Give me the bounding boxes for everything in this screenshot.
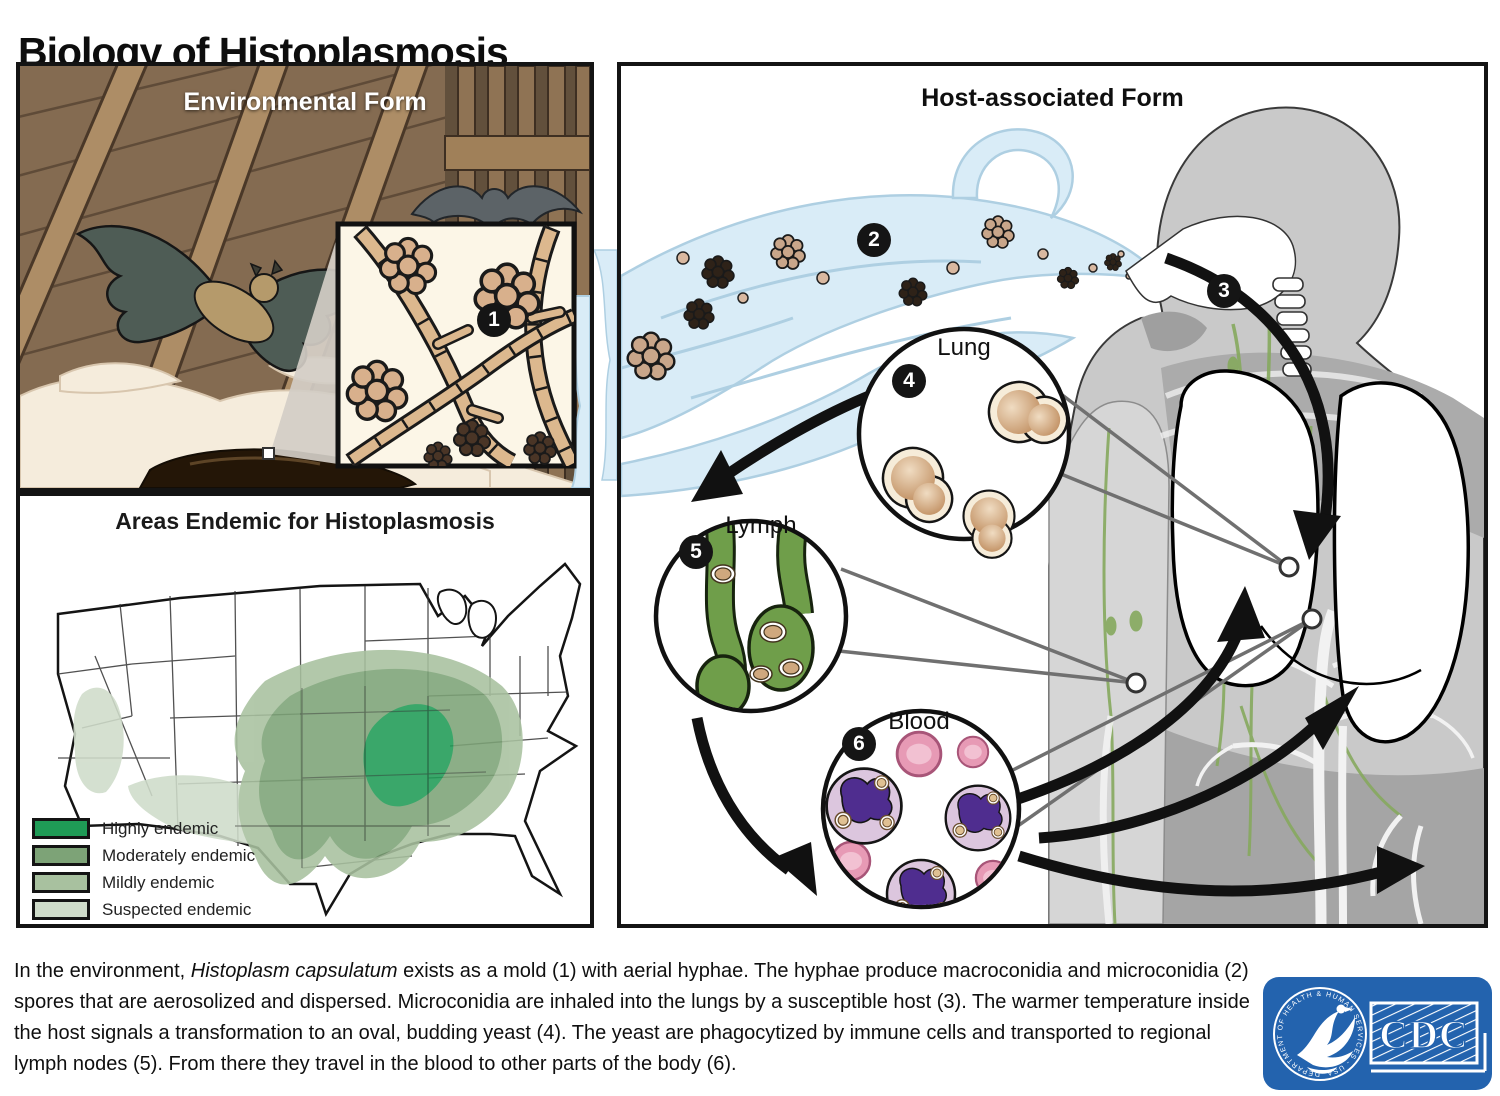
sample-marker <box>262 447 275 460</box>
yeast-in-node <box>710 564 804 683</box>
hyphae <box>345 224 574 466</box>
white-blood-cell <box>887 860 955 924</box>
host-title: Host-associated Form <box>921 84 1184 112</box>
state-lines-overlay <box>235 686 487 868</box>
step-badge-2: 2 <box>857 223 891 257</box>
region-highly <box>363 704 454 807</box>
magnifier-cone <box>270 234 338 464</box>
bat-silhouette-icon <box>410 185 584 232</box>
caption-body: exists as a mold (1) with aerial hyphae.… <box>14 960 1250 1075</box>
legend-row: Highly endemic <box>32 818 255 839</box>
legend-label: Suspected endemic <box>102 899 252 919</box>
arm <box>1048 400 1170 924</box>
lymph-inset-circle <box>653 518 849 714</box>
legend-row: Mildly endemic <box>32 872 255 893</box>
host-panel: Host-associated Form Lung Lymph Blood 2 … <box>617 62 1488 928</box>
airflow-gap <box>594 249 617 481</box>
host-scene <box>621 106 1484 924</box>
eagle-icon <box>1297 1004 1355 1074</box>
cdc-logo: CDC <box>1369 1001 1487 1073</box>
step-badge-6: 6 <box>842 727 876 761</box>
flow-arrows <box>691 252 1425 897</box>
endemic-map-panel: Areas Endemic for Histoplasmosis Highly … <box>16 492 594 928</box>
region-suspected <box>73 687 124 794</box>
step-badge-5: 5 <box>679 535 713 569</box>
white-blood-cell <box>946 786 1011 851</box>
legend-label: Moderately endemic <box>102 845 256 865</box>
blood-inset-circle <box>820 708 1022 924</box>
hhs-seal: DEPARTMENT OF HEALTH & HUMAN SERVICES - … <box>1273 987 1367 1081</box>
species-name: Histoplasm capsulatum <box>190 960 398 982</box>
red-blood-cell <box>895 730 943 778</box>
red-blood-cell <box>956 735 990 769</box>
brand-box: DEPARTMENT OF HEALTH & HUMAN SERVICES - … <box>1263 977 1492 1090</box>
us-map <box>56 562 582 917</box>
environmental-panel: Environmental Form 1 <box>16 62 594 492</box>
step-badge-1: 1 <box>477 303 511 337</box>
svg-text:CDC: CDC <box>1379 1012 1469 1057</box>
legend-swatch-moderately <box>32 845 90 866</box>
legend-row: Moderately endemic <box>32 845 255 866</box>
legend-swatch-highly <box>32 818 90 839</box>
caption-text: In the environment, Histoplasm capsulatu… <box>14 956 1260 1080</box>
map-legend: Highly endemic Moderately endemic Mildly… <box>32 818 255 926</box>
endemic-regions <box>73 649 523 885</box>
legend-swatch-suspected <box>32 899 90 920</box>
brand-logos: DEPARTMENT OF HEALTH & HUMAN SERVICES - … <box>1273 987 1487 1081</box>
lymph-label: Lymph <box>725 512 797 539</box>
blood-label: Blood <box>888 708 950 735</box>
anchor-dots <box>1125 556 1323 694</box>
legend-label: Highly endemic <box>102 818 219 838</box>
great-lakes <box>436 588 498 639</box>
legend-label: Mildly endemic <box>102 872 215 892</box>
lung-label: Lung <box>937 334 991 361</box>
endemic-map-title: Areas Endemic for Histoplasmosis <box>115 508 495 534</box>
caption-prefix: In the environment, <box>14 960 191 982</box>
lung-inset-circle <box>856 326 1075 567</box>
step-badge-3: 3 <box>1207 274 1241 308</box>
environmental-title: Environmental Form <box>183 88 427 116</box>
attic-scene <box>20 66 590 488</box>
white-blood-cell <box>827 769 902 844</box>
lungs <box>1170 369 1470 744</box>
step-badge-4: 4 <box>892 364 926 398</box>
mold-inset <box>335 221 577 469</box>
legend-row: Suspected endemic <box>32 899 255 920</box>
legend-swatch-mildly <box>32 872 90 893</box>
